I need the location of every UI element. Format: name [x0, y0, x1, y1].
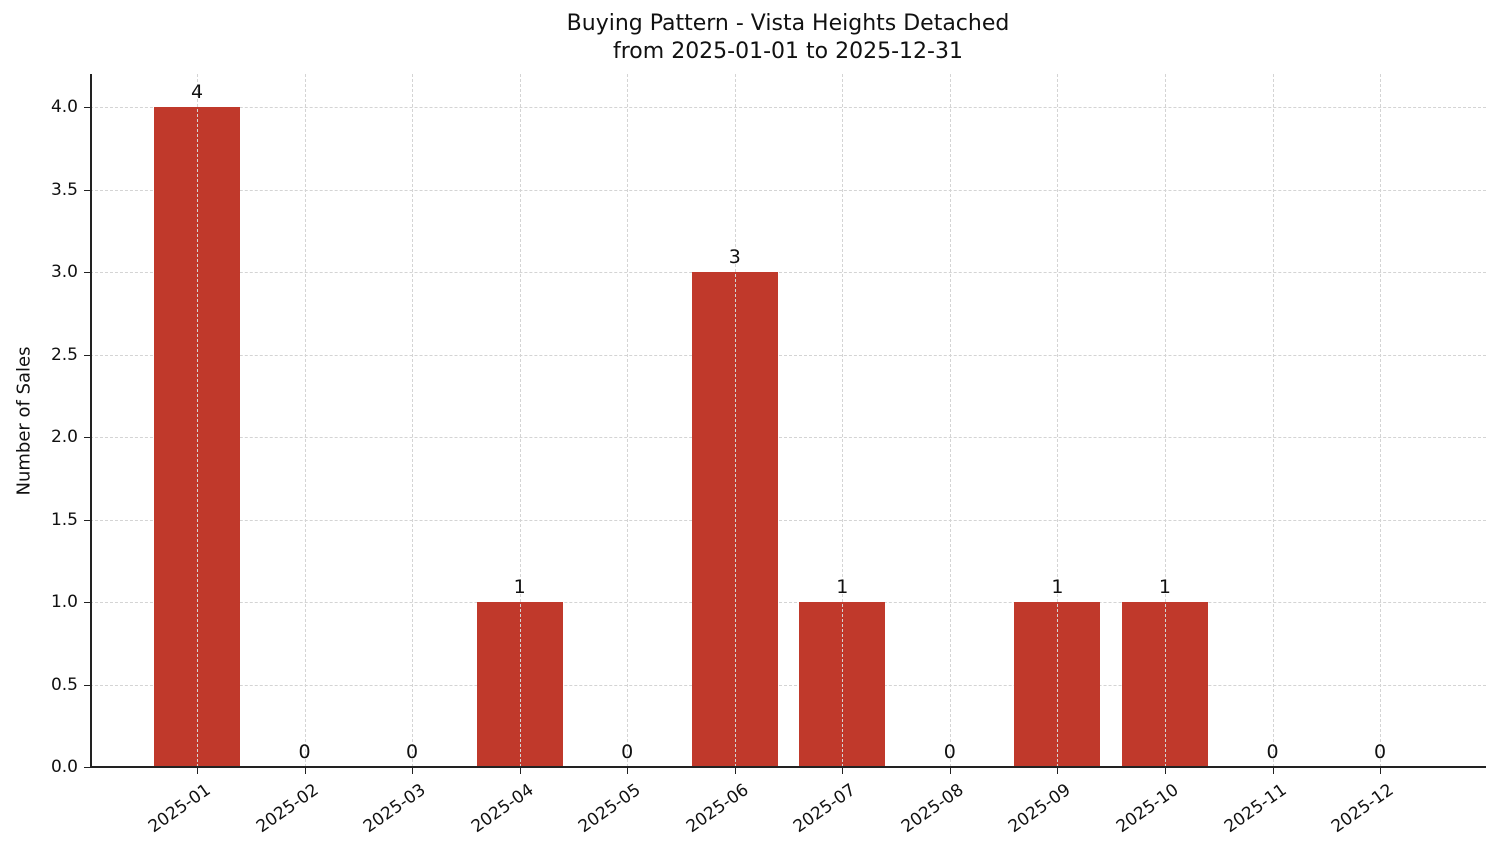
gridline-vertical: [1380, 74, 1382, 767]
y-tick-label: 4.0: [50, 97, 78, 117]
gridline-vertical: [304, 74, 306, 767]
x-tick-mark: [949, 768, 951, 774]
y-tick-mark: [84, 684, 90, 686]
chart-subtitle: from 2025-01-01 to 2025-12-31: [613, 39, 963, 64]
x-tick-label: 2025-09: [1005, 780, 1075, 838]
y-tick-label: 3.0: [50, 262, 78, 282]
gridline-horizontal: [90, 684, 1486, 686]
x-tick-mark: [304, 768, 306, 774]
x-tick-mark: [412, 768, 414, 774]
x-tick-label: 2025-12: [1327, 780, 1398, 838]
x-tick-label: 2025-11: [1220, 780, 1291, 838]
y-tick-label: 2.0: [50, 427, 78, 447]
chart-title: Buying Pattern - Vista Heights Detached …: [90, 10, 1486, 66]
gridline-vertical: [627, 74, 629, 767]
x-tick-label: 2025-08: [897, 780, 968, 838]
x-tick-mark: [734, 768, 736, 774]
y-tick-label: 0.5: [50, 674, 78, 695]
gridline-vertical: [842, 74, 844, 767]
bar-value-label: 0: [1266, 741, 1279, 763]
x-tick-label: 2025-02: [252, 780, 323, 838]
gridline-vertical: [734, 74, 736, 767]
x-tick-label: 2025-04: [467, 780, 538, 838]
gridline-horizontal: [90, 602, 1486, 603]
y-tick-mark: [84, 437, 90, 438]
bar-value-label: 1: [513, 576, 526, 598]
y-tick-label: 0.0: [50, 757, 78, 777]
y-tick-label: 2.5: [50, 344, 78, 365]
x-tick-mark: [627, 768, 629, 774]
x-tick-label: 2025-01: [144, 780, 215, 838]
gridline-horizontal: [90, 189, 1486, 191]
y-tick-mark: [84, 767, 90, 768]
bar-value-label: 3: [728, 246, 741, 268]
y-tick-label: 1.0: [50, 592, 78, 612]
x-tick-label: 2025-10: [1112, 780, 1183, 838]
y-tick-mark: [84, 602, 90, 603]
x-tick-label: 2025-07: [790, 780, 860, 838]
gridline-horizontal: [90, 107, 1486, 108]
gridline-vertical: [519, 74, 521, 767]
bar-value-label: 0: [406, 741, 419, 763]
plot-area: 4 0 0 1 0 3 1 0 1 1 0 0: [90, 74, 1486, 768]
bar-value-label: 0: [298, 741, 311, 763]
gridline-vertical: [197, 74, 198, 767]
bar-value-label: 1: [1158, 576, 1171, 598]
y-axis-line: [90, 74, 92, 768]
x-tick-mark: [1380, 768, 1382, 774]
chart-title-main: Buying Pattern - Vista Heights Detached: [566, 11, 1010, 36]
gridline-horizontal: [90, 272, 1486, 273]
gridline-horizontal: [90, 354, 1486, 356]
bar-value-label: 4: [190, 81, 204, 103]
y-tick-mark: [84, 107, 90, 108]
x-tick-label: 2025-03: [359, 780, 430, 838]
y-tick-mark: [84, 272, 90, 273]
gridline-horizontal: [90, 437, 1486, 438]
y-tick-mark: [84, 189, 90, 191]
x-tick-mark: [1272, 768, 1274, 774]
x-tick-mark: [1057, 768, 1059, 774]
x-axis-line: [90, 766, 1486, 768]
y-axis-label: Number of Sales: [13, 346, 35, 496]
gridline-vertical: [412, 74, 414, 767]
bar-value-label: 1: [1051, 576, 1064, 598]
gridline-vertical: [1272, 74, 1274, 767]
x-tick-mark: [842, 768, 844, 774]
x-tick-label: 2025-05: [575, 780, 645, 838]
gridline-horizontal: [90, 519, 1486, 521]
bar-value-label: 0: [621, 741, 634, 763]
y-tick-label: 1.5: [50, 509, 78, 530]
gridline-vertical: [949, 74, 951, 767]
bar-value-label: 0: [1374, 741, 1387, 763]
y-tick-mark: [84, 519, 90, 521]
gridline-vertical: [1057, 74, 1059, 767]
y-tick-mark: [84, 354, 90, 356]
gridline-vertical: [1164, 74, 1166, 767]
x-tick-mark: [197, 768, 198, 774]
bar-value-label: 0: [943, 741, 956, 763]
y-tick-label: 3.5: [50, 179, 78, 200]
x-tick-label: 2025-06: [682, 780, 753, 838]
x-tick-mark: [1164, 768, 1166, 774]
x-tick-mark: [519, 768, 521, 774]
bar-value-label: 1: [836, 576, 849, 598]
